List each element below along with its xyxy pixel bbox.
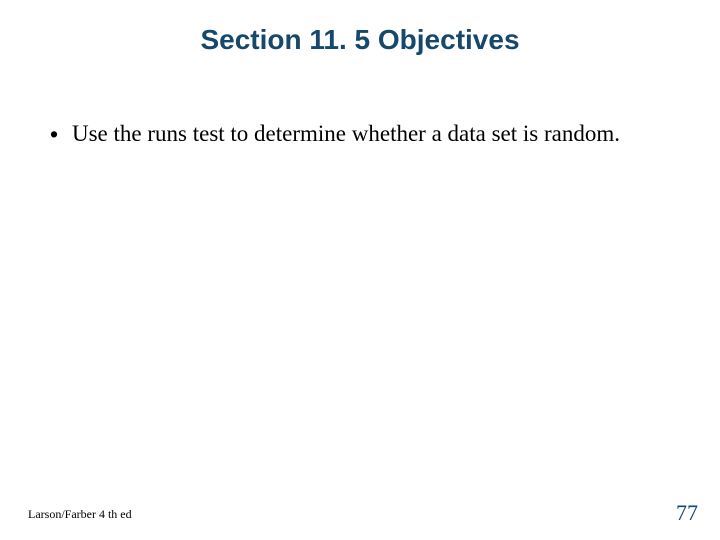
page-number: 77	[676, 500, 698, 526]
slide-title: Section 11. 5 Objectives	[0, 24, 720, 56]
bullet-icon: •	[50, 120, 72, 149]
bullet-text: Use the runs test to determine whether a…	[72, 120, 670, 149]
footer-source: Larson/Farber 4 th ed	[28, 507, 132, 522]
slide: Section 11. 5 Objectives • Use the runs …	[0, 0, 720, 540]
list-item: • Use the runs test to determine whether…	[50, 120, 670, 149]
bullet-list: • Use the runs test to determine whether…	[50, 120, 670, 149]
